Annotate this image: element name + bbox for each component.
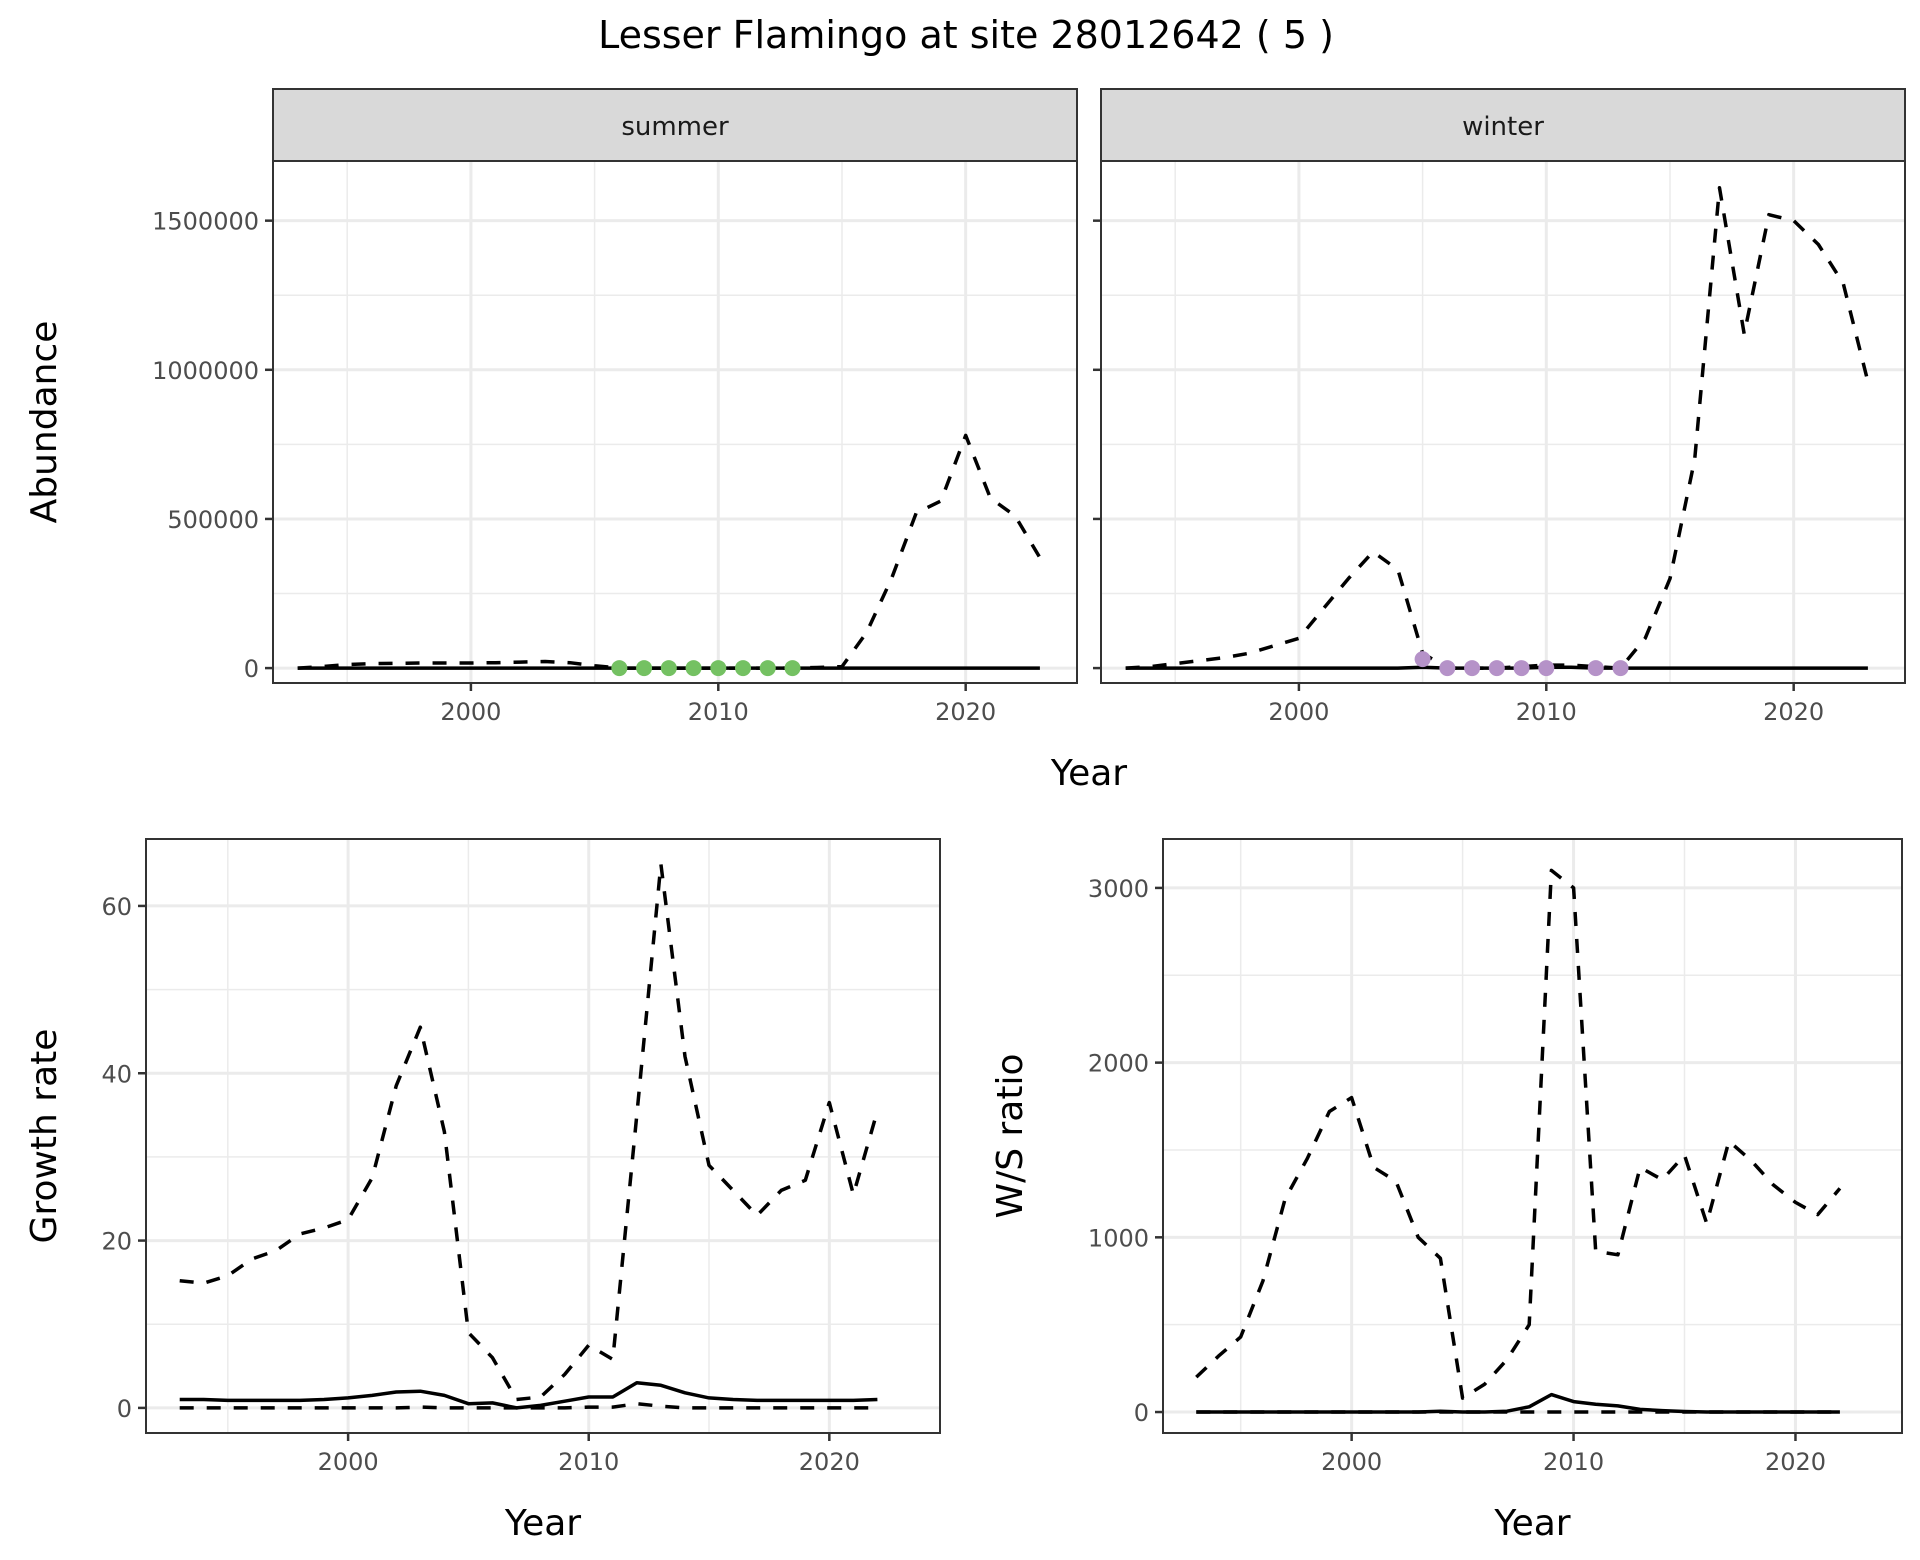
y-axis-label: Growth rate [24,1029,65,1244]
facet-label: winter [1462,112,1544,142]
series-line-estimate [179,1381,878,1410]
data-point [1488,660,1505,677]
y-tick-label: 0 [1134,1399,1149,1427]
panel-summer: summer 2000 2010 2020 0 500000 1000000 1500000 Y… [24,88,1127,794]
data-point [1414,651,1431,668]
data-point [1439,660,1456,677]
x-tick-label: 2000 [440,698,501,726]
plot-background [1101,161,1905,683]
panel-border [1162,838,1903,1434]
data-point [1464,660,1481,677]
x-tick-label: 2020 [799,1448,860,1476]
y-tick-label: 1500000 [152,208,259,236]
x-axis-label: Year [1493,1503,1570,1544]
panel-winter: winter 2000 2010 2020 [1093,88,1906,726]
y-tick-label: 3000 [1088,875,1149,903]
data-point [1612,660,1629,677]
panel-w-s-ratio: 2000 2010 2020 0 1000 2000 3000 Year W/S ratio [990,838,1903,1544]
facet-label: summer [621,112,729,142]
chart-title: Lesser Flamingo at site 28012642 ( 5 ) [598,13,1334,57]
data-point [1538,660,1555,677]
series-line-upper [179,862,880,1402]
series-line-lower [179,1401,878,1410]
data-point [759,660,776,677]
x-tick-label: 2010 [1543,1448,1604,1476]
facet-strip [1100,88,1906,162]
y-tick-label: 40 [101,1060,132,1088]
x-tick-label: 2000 [1268,698,1329,726]
panel-border [145,838,941,1434]
y-tick-label: 0 [117,1395,132,1423]
x-tick-label: 2000 [318,1448,379,1476]
x-tick-label: 2010 [1516,698,1577,726]
series-line-upper [1195,868,1842,1400]
x-tick-label: 2020 [1765,1448,1826,1476]
y-axis-label: Abundance [24,321,65,524]
x-tick-label: 2000 [1321,1448,1382,1476]
y-tick-label: 20 [101,1228,132,1256]
plot-background [1163,839,1902,1433]
plot-background [146,839,940,1433]
facet-strip [272,88,1078,162]
data-point [685,660,702,677]
y-tick-label: 1000000 [152,357,259,385]
y-tick-label: 0 [244,655,259,683]
x-tick-label: 2010 [688,698,749,726]
data-point [636,660,653,677]
data-point [660,660,677,677]
data-point [735,660,752,677]
series-line-estimate [1196,1392,1840,1414]
y-tick-label: 1000 [1088,1224,1149,1252]
x-axis-label: Year [1050,753,1127,794]
data-point [784,660,801,677]
data-point [611,660,628,677]
plot-background [273,161,1077,683]
y-tick-label: 500000 [167,506,259,534]
x-tick-label: 2020 [935,698,996,726]
data-point [1587,660,1604,677]
panel-growth-rate: 2000 2010 2020 0 20 40 60 Year Growth rate [24,838,941,1544]
x-tick-label: 2020 [1763,698,1824,726]
y-tick-label: 2000 [1088,1050,1149,1078]
x-axis-label: Year [504,1503,581,1544]
y-axis-label: W/S ratio [990,1053,1031,1218]
data-point [1513,660,1530,677]
x-tick-label: 2010 [558,1448,619,1476]
y-tick-label: 60 [101,893,132,921]
data-point [710,660,727,677]
